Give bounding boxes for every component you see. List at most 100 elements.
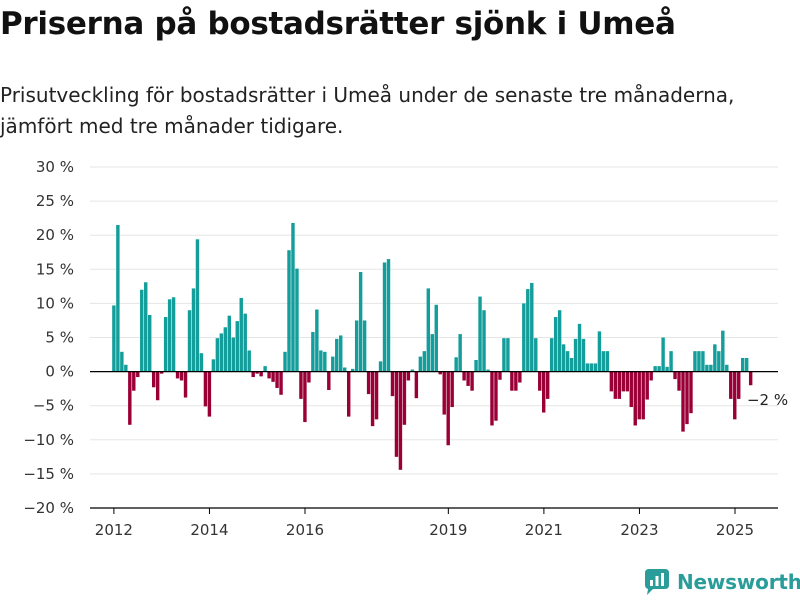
bar: [370, 371, 375, 427]
brand-name: Newsworthy: [677, 570, 800, 594]
bar: [498, 371, 502, 380]
bar: [267, 371, 271, 379]
bar: [422, 351, 427, 372]
y-tick-label: 25 %: [36, 192, 74, 210]
bar: [653, 366, 657, 372]
bar: [677, 371, 681, 391]
bar: [494, 371, 498, 421]
bar: [410, 369, 415, 372]
bar: [665, 366, 669, 372]
chart-title: Priserna på bostadsrätter sjönk i Umeå: [0, 6, 676, 42]
y-tick-label: 30 %: [36, 158, 74, 176]
bar: [506, 338, 510, 372]
bar: [729, 371, 733, 399]
bar: [701, 351, 705, 372]
bar: [251, 371, 255, 378]
bar: [144, 282, 148, 372]
bar: [378, 361, 383, 372]
x-tick-label: 2023: [620, 521, 658, 539]
bar: [538, 371, 542, 391]
bar: [744, 357, 749, 372]
x-tick-label: 2019: [429, 521, 467, 539]
bar: [187, 310, 192, 372]
bar: [621, 371, 626, 392]
bar: [382, 262, 387, 372]
y-tick-label: 5 %: [45, 329, 74, 347]
bar: [358, 272, 363, 372]
x-tick-label: 2014: [190, 521, 228, 539]
bar: [426, 288, 431, 372]
bar: [510, 371, 514, 391]
bar: [649, 371, 653, 381]
bar: [466, 371, 470, 386]
bar: [685, 371, 689, 425]
bar: [585, 363, 590, 372]
bar: [299, 371, 303, 399]
bar: [346, 371, 351, 417]
bar: [633, 371, 637, 426]
bar: [482, 310, 486, 372]
bar: [136, 371, 140, 378]
bar: [263, 366, 267, 372]
bar: [681, 371, 685, 432]
bar: [335, 338, 339, 372]
x-axis-ticks: 2012 2014 2016 2019 2021 2023 2025: [95, 508, 754, 539]
bar: [116, 224, 120, 372]
bar: [593, 363, 598, 372]
y-tick-label: −10 %: [23, 431, 74, 449]
bar: [394, 371, 399, 457]
y-tick-label: −5 %: [33, 397, 74, 415]
bar: [577, 323, 582, 372]
bar: [124, 364, 128, 372]
bar: [247, 350, 251, 372]
bar: [327, 371, 331, 391]
bar: [203, 371, 208, 407]
y-tick-label: 15 %: [36, 260, 74, 278]
bar: [693, 351, 697, 372]
bar: [697, 351, 701, 372]
bar: [741, 357, 745, 372]
bar: [319, 350, 323, 372]
bar: [402, 371, 407, 425]
bar: [661, 337, 665, 372]
bar: [283, 351, 287, 372]
bar: [155, 371, 160, 401]
bar: [514, 371, 518, 391]
bar: [366, 371, 371, 395]
bar: [255, 371, 259, 374]
bar: [215, 338, 220, 372]
bar: [553, 317, 558, 372]
x-tick-label: 2012: [95, 521, 133, 539]
bar: [502, 338, 506, 372]
bar: [442, 371, 446, 415]
bar: [625, 371, 629, 392]
bar: [112, 305, 116, 372]
bar: [597, 331, 602, 372]
bar: [159, 371, 164, 374]
bar: [725, 364, 729, 372]
bar: [705, 364, 709, 372]
newsworthy-logo[interactable]: Newsworthy: [645, 569, 800, 595]
bar: [331, 356, 335, 372]
annotation-label: −2 %: [747, 391, 788, 409]
x-tick-label: 2021: [525, 521, 563, 539]
bar: [561, 344, 566, 372]
bar: [721, 330, 725, 372]
bar: [183, 371, 188, 398]
bar: [542, 371, 546, 413]
bar: [140, 289, 144, 372]
bar: [438, 371, 442, 375]
bar: [211, 359, 216, 372]
bar: [673, 371, 677, 380]
bar: [450, 371, 454, 408]
bar: [259, 371, 263, 377]
bar: [120, 351, 124, 372]
bar: [235, 321, 239, 372]
bar: [601, 351, 606, 372]
bar: [657, 366, 661, 372]
bar: [343, 367, 347, 372]
bar: [434, 304, 438, 372]
bar: [748, 371, 753, 386]
bar: [167, 299, 172, 372]
bar: [315, 309, 319, 372]
